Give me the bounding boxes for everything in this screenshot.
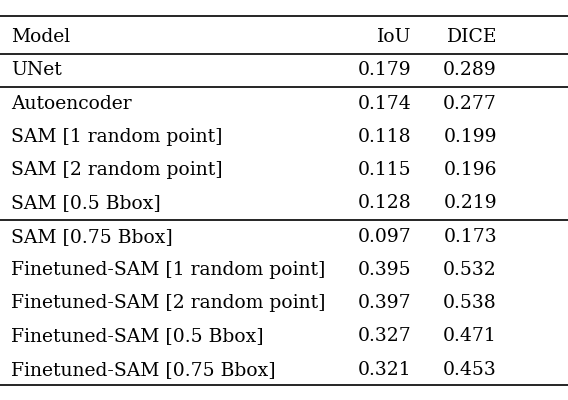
Text: SAM [0.75 Bbox]: SAM [0.75 Bbox] (11, 228, 173, 246)
Text: 0.118: 0.118 (358, 128, 412, 146)
Text: 0.532: 0.532 (443, 261, 497, 279)
Text: 0.289: 0.289 (443, 61, 497, 79)
Text: 0.128: 0.128 (358, 194, 412, 212)
Text: 0.395: 0.395 (358, 261, 412, 279)
Text: 0.097: 0.097 (358, 228, 412, 246)
Text: SAM [2 random point]: SAM [2 random point] (11, 161, 223, 179)
Text: 0.471: 0.471 (443, 328, 497, 346)
Text: SAM [0.5 Bbox]: SAM [0.5 Bbox] (11, 194, 161, 212)
Text: UNet: UNet (11, 61, 62, 79)
Text: DICE: DICE (446, 28, 497, 46)
Text: Autoencoder: Autoencoder (11, 94, 132, 112)
Text: Finetuned-SAM [2 random point]: Finetuned-SAM [2 random point] (11, 294, 326, 312)
Text: 0.199: 0.199 (444, 128, 497, 146)
Text: 0.174: 0.174 (358, 94, 412, 112)
Text: 0.327: 0.327 (358, 328, 412, 346)
Text: 0.453: 0.453 (443, 361, 497, 379)
Text: 0.115: 0.115 (358, 161, 412, 179)
Text: Finetuned-SAM [0.5 Bbox]: Finetuned-SAM [0.5 Bbox] (11, 328, 264, 346)
Text: SAM [1 random point]: SAM [1 random point] (11, 128, 223, 146)
Text: Model: Model (11, 28, 70, 46)
Text: 0.179: 0.179 (358, 61, 412, 79)
Text: Finetuned-SAM [1 random point]: Finetuned-SAM [1 random point] (11, 261, 325, 279)
Text: 0.277: 0.277 (443, 94, 497, 112)
Text: 0.397: 0.397 (358, 294, 412, 312)
Text: Finetuned-SAM [0.75 Bbox]: Finetuned-SAM [0.75 Bbox] (11, 361, 276, 379)
Text: IoU: IoU (377, 28, 412, 46)
Text: 0.321: 0.321 (358, 361, 412, 379)
Text: 0.196: 0.196 (444, 161, 497, 179)
Text: 0.219: 0.219 (444, 194, 497, 212)
Text: 0.538: 0.538 (443, 294, 497, 312)
Text: 0.173: 0.173 (444, 228, 497, 246)
